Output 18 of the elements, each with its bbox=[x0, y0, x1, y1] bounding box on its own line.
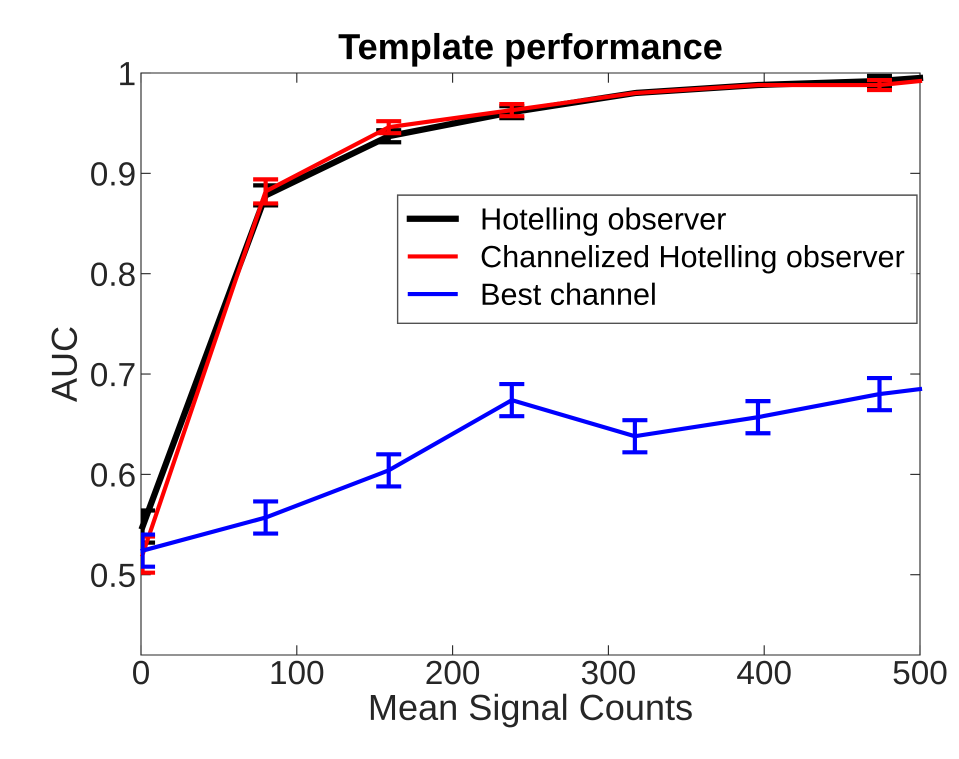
chart-title: Template performance bbox=[338, 32, 722, 67]
legend-label: Channelized Hotelling observer bbox=[482, 245, 904, 274]
y-tick-label: 1 bbox=[120, 62, 135, 86]
legend-label: Hotelling observer bbox=[482, 207, 726, 236]
legend-label: Best channel bbox=[482, 282, 655, 306]
y-axis-title: AUC bbox=[52, 327, 78, 402]
y-tick-label: 0.8 bbox=[91, 262, 135, 286]
x-tick-label: 0 bbox=[133, 660, 149, 684]
y-tick-label: 0.9 bbox=[91, 162, 135, 186]
x-tick-label: 200 bbox=[426, 660, 480, 684]
y-tick-label: 0.6 bbox=[91, 463, 135, 487]
y-tick-label: 0.7 bbox=[91, 362, 134, 386]
x-tick-label: 300 bbox=[582, 660, 635, 684]
x-tick-label: 500 bbox=[894, 660, 947, 684]
x-axis-title: Mean Signal Counts bbox=[370, 694, 692, 728]
x-tick-label: 400 bbox=[737, 660, 791, 684]
x-tick-label: 100 bbox=[272, 660, 324, 684]
y-tick-label: 0.5 bbox=[91, 564, 135, 588]
